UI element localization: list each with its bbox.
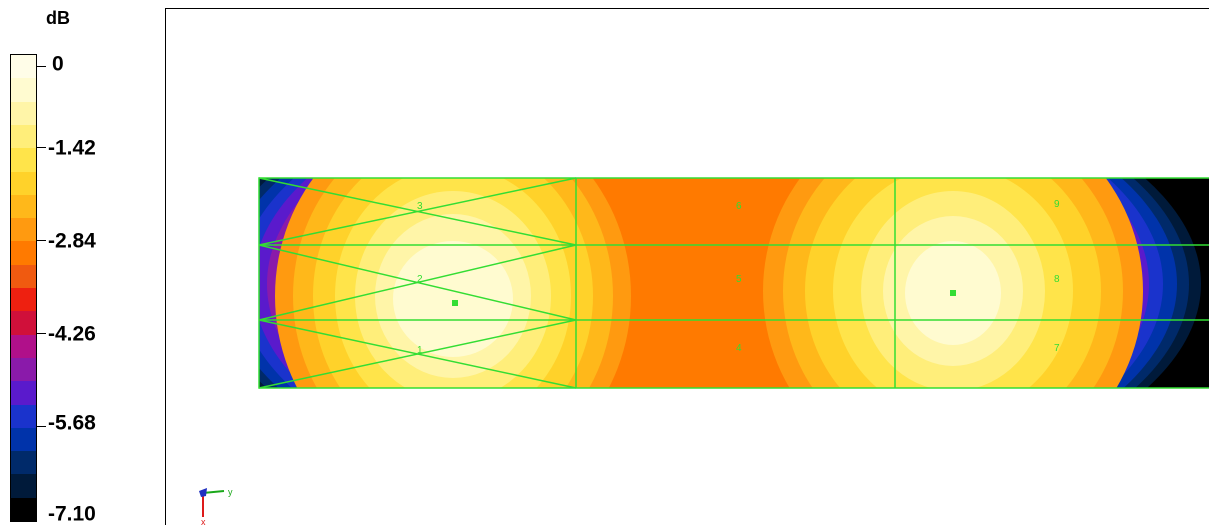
legend-tick — [37, 66, 46, 67]
legend-swatch — [11, 124, 36, 149]
legend-swatch — [11, 288, 36, 312]
legend-swatch — [11, 404, 36, 428]
legend-unit-label: dB — [46, 8, 70, 28]
axis-triad-icon: y x — [193, 485, 243, 527]
legend-label: -5.68 — [48, 411, 96, 435]
legend-swatch — [11, 451, 36, 475]
legend-swatch — [11, 427, 36, 452]
legend-swatch — [11, 381, 36, 405]
legend-tick — [37, 426, 46, 427]
legend-swatch — [11, 334, 36, 358]
legend-label: -2.84 — [48, 229, 96, 253]
legend-tick — [37, 240, 46, 241]
legend-swatch — [11, 148, 36, 172]
legend-label-min: -7.10 — [48, 502, 96, 526]
legend-swatch — [11, 78, 36, 102]
legend-tick — [37, 147, 46, 148]
legend-swatch — [11, 194, 36, 219]
legend-tick — [37, 333, 46, 334]
source-marker[interactable] — [452, 300, 458, 306]
triad-y-label: y — [228, 487, 233, 497]
legend-swatch — [11, 55, 36, 79]
triad-x-label: x — [201, 517, 206, 525]
legend-label-max: 0 — [52, 52, 64, 76]
legend-color-bar — [10, 54, 37, 522]
panel-number: 3 — [417, 201, 423, 212]
panel-number: 5 — [736, 274, 742, 285]
legend-label: -1.42 — [48, 136, 96, 160]
panel-number: 1 — [417, 345, 423, 356]
mesh-lines — [258, 177, 1209, 389]
legend-swatch — [11, 474, 36, 498]
legend-swatch — [11, 218, 36, 242]
legend-label: -4.26 — [48, 322, 96, 346]
color-legend: dB 0 -1.42 -2.84 -4.26 -5.68 -7.10 — [0, 0, 165, 525]
legend-swatch — [11, 497, 36, 521]
legend-swatch — [11, 357, 36, 382]
legend-swatch — [11, 241, 36, 265]
panel-number: 2 — [417, 274, 423, 285]
panel-number: 8 — [1054, 274, 1060, 285]
panel-number: 4 — [736, 343, 742, 354]
panel-number: 6 — [736, 201, 742, 212]
panel-numbers: 1 2 3 4 5 6 7 8 9 — [417, 199, 1060, 356]
legend-swatch — [11, 171, 36, 195]
panel-number: 9 — [1054, 199, 1060, 210]
source-marker[interactable] — [950, 290, 956, 296]
legend-swatch — [11, 264, 36, 289]
panel-number: 7 — [1054, 343, 1060, 354]
legend-swatch — [11, 101, 36, 125]
3d-viewport[interactable]: 1 2 3 4 5 6 7 8 9 — [165, 8, 1209, 525]
legend-swatch — [11, 311, 36, 335]
contour-plot[interactable]: 1 2 3 4 5 6 7 8 9 — [165, 8, 1209, 525]
